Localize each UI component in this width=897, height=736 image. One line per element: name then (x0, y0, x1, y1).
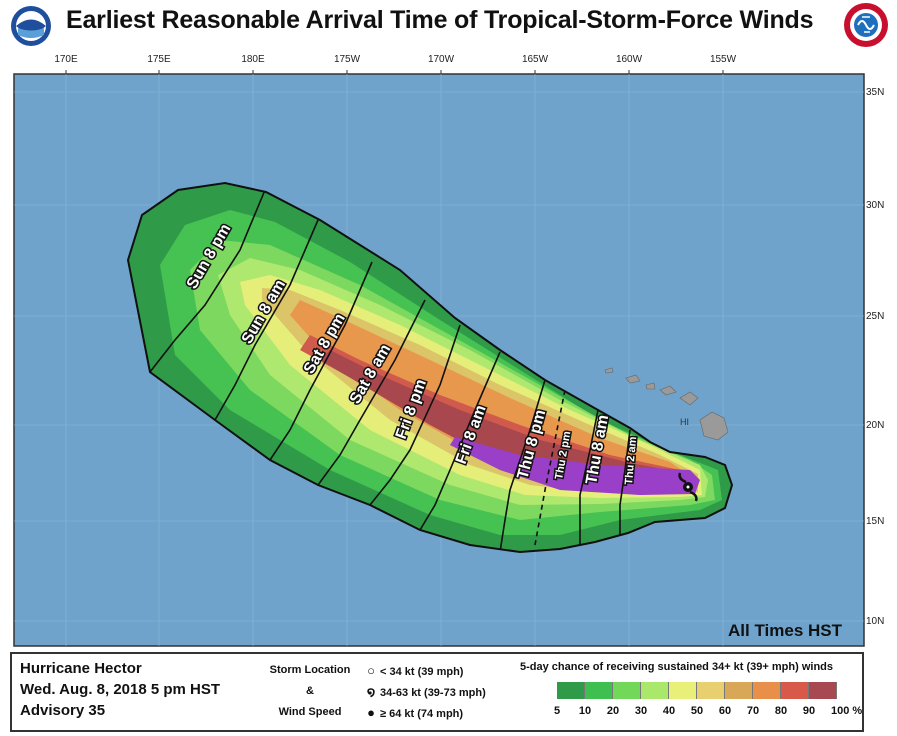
lon-labels: 170E 175E 180E 175W 170W 165W 160W 155W (54, 54, 736, 65)
colorbar-label: 40 (662, 705, 676, 717)
open-circle-icon: ○ (367, 663, 375, 678)
colorbar-label: 70 (746, 705, 760, 717)
probability-colorbar (557, 682, 837, 699)
probability-labels: 5 10 20 30 40 50 60 70 80 90 100 % (543, 705, 873, 721)
colorbar-label: 50 (690, 705, 704, 717)
colorbar-label: 10 (578, 705, 592, 717)
colorbar-swatch (669, 682, 697, 699)
page-title: Earliest Reasonable Arrival Time of Trop… (66, 6, 814, 34)
all-times-note: All Times HST (728, 621, 843, 640)
storm-location-label: Storm Location (269, 664, 351, 676)
colorbar-swatch (781, 682, 809, 699)
legend-item-hurricane: ● ≥ 64 kt (74 mph) (364, 702, 486, 723)
legend-item-tropical-storm: ໑ 34-63 kt (39-73 mph) (364, 681, 486, 702)
colorbar-label: 60 (718, 705, 732, 717)
colorbar-swatch (557, 682, 585, 699)
probability-title: 5-day chance of receiving sustained 34+ … (520, 661, 833, 673)
probability-cone (128, 183, 732, 552)
map: HI Sun 8 pm Sun 8 am Sat 8 pm Sat 8 am F… (0, 48, 897, 652)
lon-label: 165W (522, 54, 549, 65)
header: Earliest Reasonable Arrival Time of Trop… (0, 0, 897, 48)
hurricane-icon: ● (367, 705, 375, 720)
storm-name: Hurricane Hector (20, 660, 142, 677)
nws-logo (844, 3, 888, 47)
lon-label: 170W (428, 54, 455, 65)
lat-label: 20N (866, 420, 884, 431)
lon-label: 175E (147, 54, 171, 65)
time-contours (149, 189, 631, 552)
lat-label: 30N (866, 200, 884, 211)
colorbar-label: 90 (802, 705, 816, 717)
lon-label: 170E (54, 54, 78, 65)
colorbar-label: 5 (553, 705, 561, 717)
tropical-storm-icon: ໑ (366, 684, 376, 699)
storm-legend-items: ○ < 34 kt (39 mph) ໑ 34-63 kt (39-73 mph) … (364, 660, 486, 723)
wind-speed-label: Wind Speed (278, 706, 342, 718)
colorbar-swatch (753, 682, 781, 699)
lat-label: 25N (866, 311, 884, 322)
colorbar-swatch (585, 682, 613, 699)
lon-label: 180E (241, 54, 265, 65)
storm-info: Hurricane Hector Wed. Aug. 8, 2018 5 pm … (20, 658, 220, 721)
hawaiian-islands (604, 367, 729, 441)
storm-legend-labels: Storm Location & Wind Speed (267, 660, 353, 723)
colorbar-label: 30 (634, 705, 648, 717)
colorbar-label: 20 (606, 705, 620, 717)
noaa-logo (11, 6, 51, 46)
colorbar-label: 80 (774, 705, 788, 717)
colorbar-swatch (809, 682, 837, 699)
lon-label: 175W (334, 54, 361, 65)
time-label: Thu 2 am (623, 436, 639, 485)
lat-label: 10N (866, 616, 884, 627)
axis-ticks (65, 70, 724, 74)
colorbar-swatch (725, 682, 753, 699)
hurricane-symbol (678, 472, 698, 502)
island-label: HI (680, 417, 689, 427)
ampersand-label: & (306, 685, 314, 697)
advisory-number: Advisory 35 (20, 702, 106, 719)
colorbar-swatch (613, 682, 641, 699)
colorbar-swatch (697, 682, 725, 699)
colorbar-label: 100 % (831, 705, 863, 717)
legend-item-depression: ○ < 34 kt (39 mph) (364, 660, 486, 681)
lat-labels: 35N 30N 25N 20N 15N 10N (866, 87, 884, 627)
legend: Hurricane Hector Wed. Aug. 8, 2018 5 pm … (10, 652, 864, 732)
lon-label: 155W (710, 54, 737, 65)
lon-label: 160W (616, 54, 643, 65)
lat-label: 15N (866, 516, 884, 527)
map-svg: HI Sun 8 pm Sun 8 am Sat 8 pm Sat 8 am F… (0, 48, 897, 652)
lat-label: 35N (866, 87, 884, 98)
colorbar-swatch (641, 682, 669, 699)
advisory-date: Wed. Aug. 8, 2018 5 pm HST (20, 681, 221, 698)
